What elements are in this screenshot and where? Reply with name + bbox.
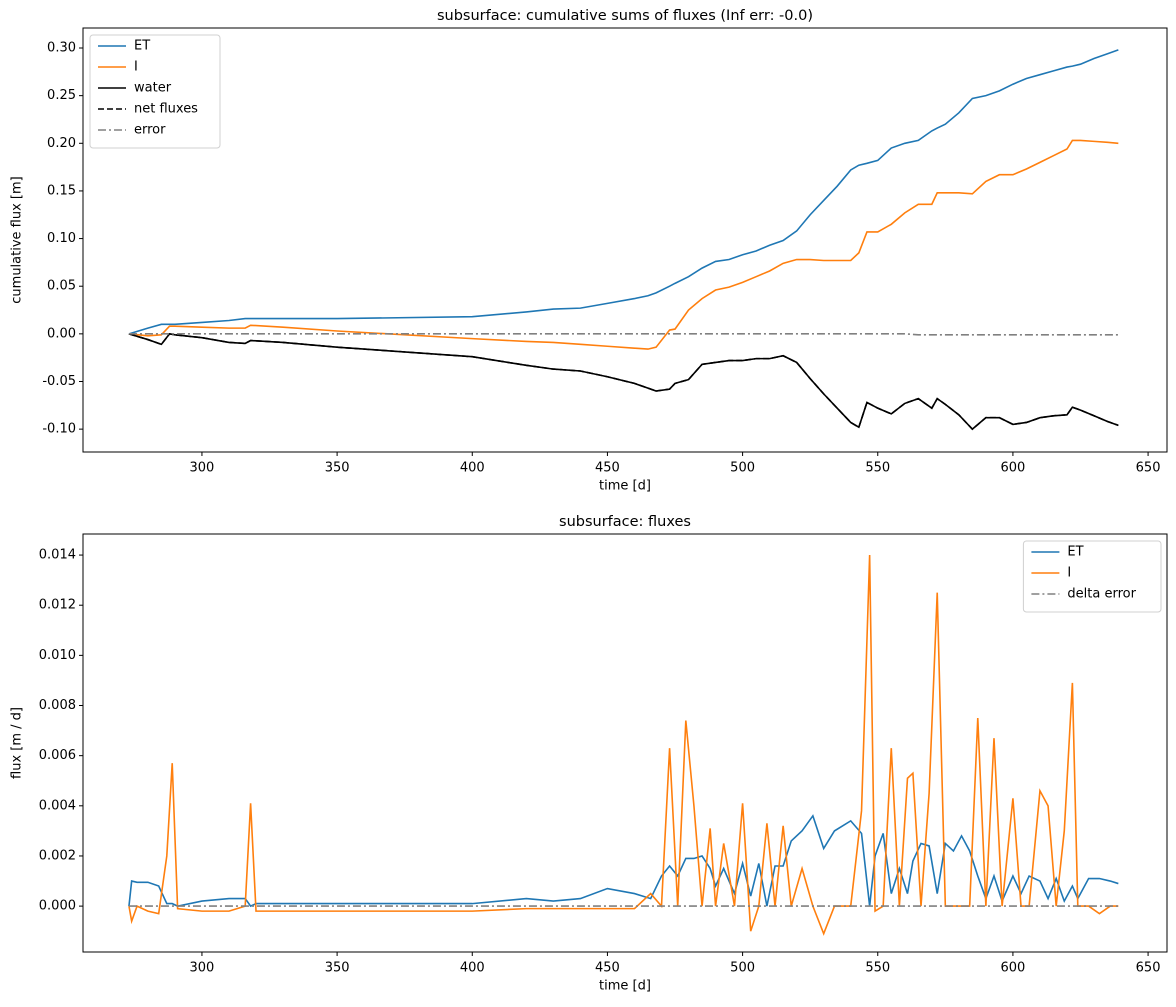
- y-tick-label: 0.008: [39, 698, 76, 713]
- y-tick-label: 0.15: [47, 183, 76, 198]
- series-line: [128, 555, 1119, 936]
- x-tick-label: 350: [325, 961, 350, 976]
- series-line: [128, 814, 1119, 908]
- chart-title: subsurface: cumulative sums of fluxes (I…: [437, 8, 813, 24]
- y-tick-label: 0.014: [39, 548, 76, 563]
- y-tick-label: 0.006: [39, 748, 76, 763]
- x-tick-label: 450: [595, 461, 620, 476]
- x-axis-label: time [d]: [599, 979, 651, 994]
- x-tick-label: 650: [1136, 961, 1161, 976]
- legend-frame: [89, 34, 221, 149]
- x-tick-label: 350: [325, 461, 350, 476]
- axes: 300 350 400 450 500 550 600 650 0.000 0.002 0.004 0…: [10, 514, 1168, 994]
- legend-label: ET: [1067, 545, 1083, 560]
- chart-title: subsurface: fluxes: [559, 514, 691, 530]
- series-line: [128, 333, 1119, 336]
- x-tick-label: 550: [865, 961, 890, 976]
- x-tick-label: 400: [460, 461, 485, 476]
- axes-frame: [82, 27, 1168, 453]
- series-line: [128, 332, 1119, 431]
- y-axis-label: cumulative flux [m]: [10, 176, 25, 303]
- y-tick-label: 0.004: [39, 798, 76, 813]
- legend-label: net fluxes: [134, 102, 198, 117]
- y-axis-label: flux [m / d]: [10, 707, 25, 779]
- x-tick-label: 500: [730, 961, 755, 976]
- legend-label: water: [134, 81, 172, 96]
- x-tick-label: 600: [1001, 461, 1026, 476]
- y-tick-label: 0.012: [39, 598, 76, 613]
- x-tick-label: 300: [190, 961, 215, 976]
- legend-label: ET: [134, 39, 150, 54]
- y-tick-label: -0.05: [42, 374, 76, 389]
- legend-label: I: [134, 60, 138, 75]
- y-tick-label: 0.20: [47, 136, 76, 151]
- x-axis-label: time [d]: [599, 479, 651, 494]
- y-tick-label: 0.000: [39, 899, 76, 914]
- x-tick-label: 400: [460, 961, 485, 976]
- y-tick-label: -0.10: [42, 422, 76, 437]
- legend-frame: [1022, 540, 1162, 613]
- y-tick-label: 0.25: [47, 88, 76, 103]
- x-tick-label: 550: [865, 461, 890, 476]
- y-tick-label: 0.00: [47, 326, 76, 341]
- y-tick-label: 0.002: [39, 848, 76, 863]
- x-tick-label: 650: [1136, 461, 1161, 476]
- y-tick-label: 0.05: [47, 279, 76, 294]
- series-line: [128, 139, 1119, 350]
- y-tick-label: 0.10: [47, 231, 76, 246]
- axes-frame: [82, 533, 1168, 953]
- series-line: [128, 49, 1119, 335]
- x-tick-label: 300: [190, 461, 215, 476]
- x-tick-label: 600: [1001, 961, 1026, 976]
- axes: 300 350 400 450 500 550 600 650 -0.10 -0.05 0.00 0.…: [10, 8, 1168, 494]
- legend-label: error: [134, 123, 166, 138]
- x-tick-label: 450: [595, 961, 620, 976]
- y-tick-label: 0.30: [47, 41, 76, 56]
- x-tick-label: 500: [730, 461, 755, 476]
- legend-label: I: [1067, 566, 1071, 581]
- y-tick-label: 0.010: [39, 648, 76, 663]
- legend-label: delta error: [1067, 587, 1136, 602]
